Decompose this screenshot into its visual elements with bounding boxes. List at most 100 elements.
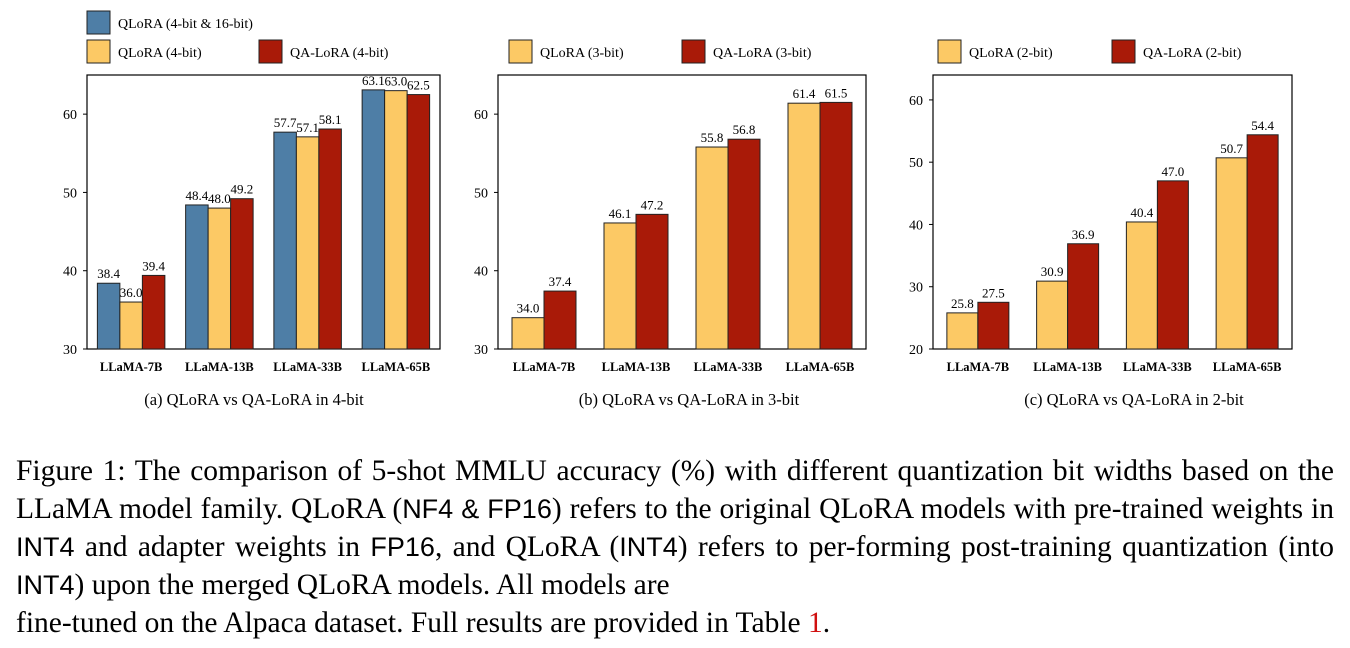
bar-value-label: 61.5 (825, 85, 848, 100)
x-tick-label: LLaMA-7B (947, 360, 1010, 374)
y-tick-label: 20 (909, 343, 923, 358)
plot-frame (86, 74, 441, 350)
bar (1246, 134, 1279, 350)
chart-title: (b) QLoRA vs QA-LoRA in 3-bit (579, 390, 800, 409)
bar-value-label: 47.2 (641, 197, 664, 212)
caption-text-2: ) refers to the original QLoRA models wi… (551, 493, 1334, 525)
bar-value-label: 39.4 (142, 258, 165, 273)
x-tick-label: LLaMA-13B (1033, 360, 1102, 374)
bar (207, 207, 232, 350)
bar (695, 146, 729, 350)
bar (977, 301, 1010, 350)
bar-value-label: 46.1 (609, 206, 632, 221)
bar (543, 290, 577, 350)
y-tick-label: 40 (474, 265, 488, 280)
y-tick-label: 30 (909, 281, 923, 296)
legend-label: QLoRA (2-bit) (969, 46, 1053, 61)
legend-label: QA-LoRA (4-bit) (290, 46, 389, 61)
caption-text-3: and adapter weights in (74, 531, 371, 563)
bar (603, 222, 637, 350)
bar-value-label: 48.4 (186, 188, 209, 203)
plot-frame (497, 74, 867, 350)
bar (406, 94, 431, 350)
caption-term-fp16: FP16 (370, 532, 435, 562)
chart-title: (a) QLoRA vs QA-LoRA in 4-bit (144, 390, 364, 409)
bar-value-label: 49.2 (231, 182, 254, 197)
table-reference-link[interactable]: 1 (808, 607, 823, 639)
x-tick-label: LLaMA-65B (362, 360, 431, 374)
legend-swatch (1111, 39, 1136, 64)
bar-value-label: 63.1 (362, 73, 385, 88)
x-tick-label: LLaMA-7B (100, 360, 163, 374)
legend: QLoRA (4-bit & 16-bit) QLoRA (4-bit) QA-Lo… (86, 10, 389, 64)
caption-text-4: , and QLoRA ( (434, 531, 620, 563)
bar-value-label: 63.0 (385, 74, 408, 89)
legend-swatch (258, 39, 283, 64)
caption-text-7: fine-tuned on the Alpaca dataset. Full r… (16, 607, 809, 639)
y-tick-label: 60 (474, 108, 488, 123)
bar-value-label: 50.7 (1220, 141, 1243, 156)
bar (1125, 221, 1158, 350)
bar-value-label: 58.1 (319, 112, 342, 127)
x-tick-label: LLaMA-33B (694, 360, 763, 374)
bar (1215, 157, 1248, 350)
chart-3: 20 30 40 50 60 25.8 27.5 LLaMA-7B 30.9 36.9 LLaMA-… (909, 39, 1293, 409)
caption-term-int4-b: INT4 (619, 532, 678, 562)
y-tick-label: 40 (63, 265, 77, 280)
bar (384, 90, 408, 350)
legend-swatch (937, 39, 962, 64)
bar (141, 274, 166, 350)
x-tick-label: LLaMA-33B (273, 360, 342, 374)
y-tick-label: 40 (909, 218, 923, 233)
bar (819, 101, 853, 350)
bar (361, 89, 386, 350)
bar (635, 213, 669, 350)
bar-value-label: 48.0 (208, 191, 231, 206)
bar (1067, 243, 1100, 350)
y-tick-label: 60 (63, 108, 77, 123)
bar-value-label: 36.9 (1072, 227, 1095, 242)
y-tick-label: 50 (63, 186, 77, 201)
legend-swatch (86, 39, 111, 64)
y-tick-label: 30 (63, 343, 77, 358)
legend-label: QA-LoRA (2-bit) (1143, 46, 1242, 61)
x-tick-label: LLaMA-7B (513, 360, 576, 374)
x-tick-label: LLaMA-65B (786, 360, 855, 374)
bar (1036, 280, 1069, 350)
chart-1: 30 40 50 60 38.436.0 39.4 LLaMA-7B 48.4 48.049.2… (63, 10, 441, 409)
y-tick-label: 30 (474, 343, 488, 358)
caption-last-line: fine-tuned on the Alpaca dataset. Full r… (16, 604, 1334, 642)
caption-text-6: ) upon the merged QLoRA models. All mode… (74, 569, 670, 601)
bar-value-label: 25.8 (951, 296, 974, 311)
chart-2: 30 40 50 60 34.0 37.4 LLaMA-7B 46.1 47.2 LLaMA-13… (474, 39, 867, 409)
bar-value-label: 38.4 (97, 266, 120, 281)
caption-paragraph: Figure 1: The comparison of 5-shot MMLU … (16, 452, 1334, 604)
bar (185, 204, 209, 350)
y-tick-label: 50 (474, 186, 488, 201)
y-tick-label: 50 (909, 156, 923, 171)
bar-value-label: 57.7 (274, 115, 297, 130)
legend-label: QLoRA (3-bit) (540, 46, 624, 61)
bar-value-label: 40.4 (1131, 205, 1154, 220)
chart-title: (c) QLoRA vs QA-LoRA in 2-bit (1024, 390, 1244, 409)
legend-label: QA-LoRA (3-bit) (713, 46, 812, 61)
bar (1156, 180, 1189, 350)
bar (511, 317, 545, 350)
bar-value-label: 61.4 (793, 86, 816, 101)
bar (946, 312, 979, 350)
legend-swatch (508, 39, 533, 64)
caption-text-5: ) refers to per-forming post-training qu… (677, 531, 1334, 563)
bar (119, 301, 143, 350)
bar (96, 282, 121, 350)
figure-caption: Figure 1: The comparison of 5-shot MMLU … (16, 452, 1334, 642)
bar (318, 128, 342, 350)
bar-value-label: 34.0 (517, 301, 540, 316)
caption-term-nf4-fp16: NF4 & FP16 (402, 494, 552, 524)
bar-value-label: 37.4 (549, 274, 572, 289)
figure-charts: 30 40 50 60 38.436.0 39.4 LLaMA-7B 48.4 48.049.2… (63, 10, 1293, 409)
bar (230, 198, 254, 350)
bar-value-label: 62.5 (407, 78, 430, 93)
caption-term-int4: INT4 (16, 532, 75, 562)
x-tick-label: LLaMA-13B (185, 360, 254, 374)
bar-value-label: 36.0 (120, 285, 143, 300)
